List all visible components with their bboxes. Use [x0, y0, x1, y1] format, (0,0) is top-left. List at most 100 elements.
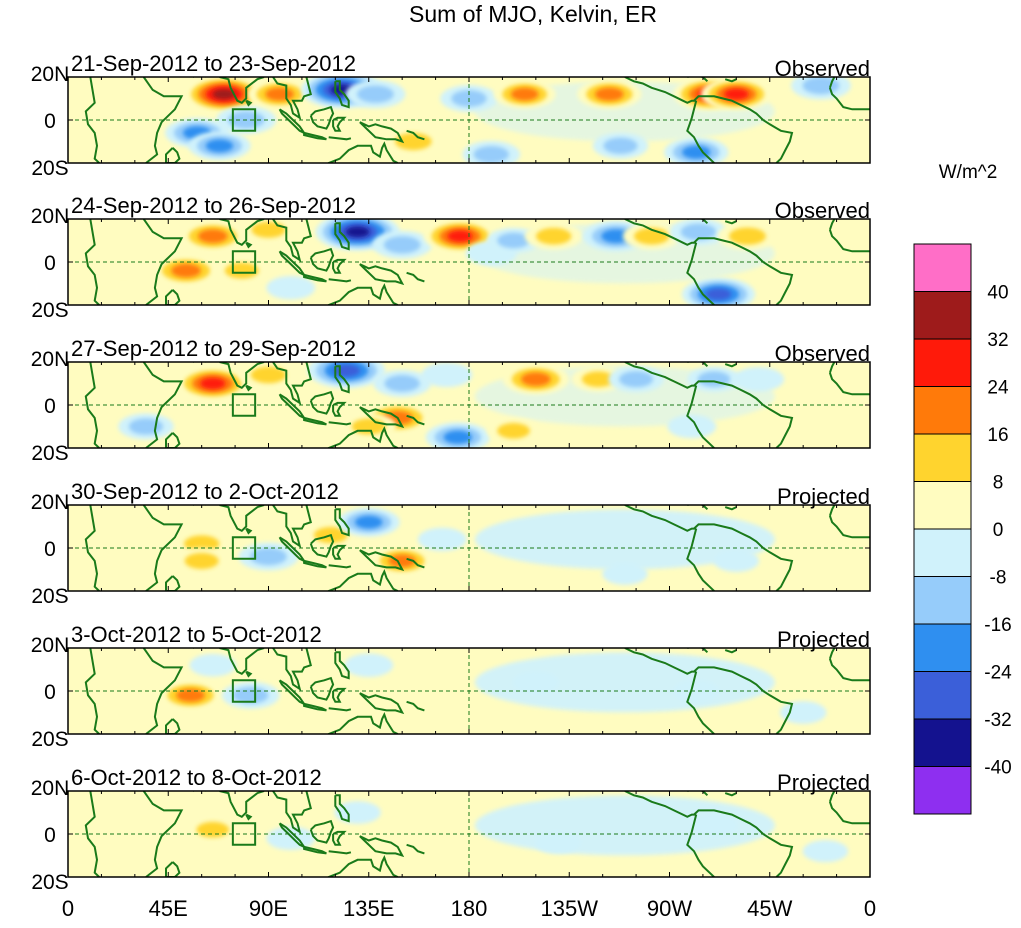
coastline [359, 835, 405, 858]
contour-level [421, 362, 473, 388]
coastline [828, 229, 870, 253]
panel-kind-label: Projected [777, 770, 870, 795]
coastline [624, 77, 697, 104]
coastlines [84, 77, 870, 163]
contour-level [224, 262, 259, 279]
coastline [303, 416, 327, 426]
contour-level [401, 272, 448, 295]
coastline [693, 380, 794, 448]
colorbar-label: -32 [984, 710, 1011, 731]
contour-level [521, 372, 551, 386]
coastline [332, 687, 347, 703]
contour-blob [173, 547, 230, 574]
coastline [165, 147, 181, 163]
contour-level [107, 82, 154, 106]
coastline [84, 648, 100, 734]
contour-level [266, 826, 316, 851]
coastline [828, 87, 870, 111]
coastline [142, 362, 184, 448]
contour-level [384, 375, 420, 392]
y-tick-label: 20N [31, 205, 70, 228]
colorbar-swatch [913, 338, 972, 387]
y-tick-label: 0 [44, 110, 56, 133]
y-tick-label: 0 [44, 538, 56, 561]
coastline [687, 77, 709, 83]
coastline [687, 791, 709, 797]
contour-blob [700, 78, 772, 111]
contour-blob [577, 79, 642, 110]
contour-level [602, 562, 648, 585]
colorbar: W/m^2 40 32 24 16 8 0 -8 -16 -24 -32 -40 [913, 162, 1012, 815]
contour-blob [176, 366, 250, 401]
contour-blob [152, 255, 220, 286]
region-box [231, 393, 257, 417]
panel-kind-label: Observed [775, 341, 870, 366]
contour-level [779, 701, 827, 724]
coastline [219, 505, 265, 533]
panel-date-label: 24-Sep-2012 to 26-Sep-2012 [71, 193, 356, 218]
coastline [724, 78, 737, 83]
contour-level [200, 377, 226, 390]
contour-level [672, 679, 720, 703]
panel-field [107, 77, 851, 163]
contour-level [189, 653, 237, 677]
contour-level [497, 423, 530, 439]
coastline [332, 258, 347, 274]
y-tick-label: 20N [31, 777, 70, 800]
colorbar-swatch [913, 671, 972, 720]
contour-blob [107, 82, 154, 106]
contour-level [802, 840, 849, 863]
coastlines [84, 362, 870, 448]
coastline [142, 505, 184, 591]
coastline [165, 861, 181, 877]
coastline [309, 390, 335, 415]
contour-blob [462, 140, 521, 163]
coastline [828, 801, 870, 825]
x-tick-label: 45E [149, 896, 188, 921]
contour-blob [239, 362, 298, 389]
y-tick-label: 0 [44, 824, 56, 847]
colorbar-label: 0 [993, 520, 1004, 541]
coastline [828, 648, 836, 660]
contour-level [250, 548, 287, 566]
coastline [334, 508, 350, 537]
contour-blob [184, 77, 264, 113]
contour-level [535, 227, 572, 245]
panel: 20N 0 20S 30-Sep-2012 to 2-Oct-2012 Projecte… [31, 479, 871, 608]
contour-level [357, 85, 394, 103]
x-axis: 0 45E 90E 135E 180 135W 90W 45W 0 [62, 896, 876, 921]
colorbar-label: -16 [984, 615, 1011, 636]
coastline [142, 791, 184, 877]
colorbar-swatch [913, 291, 972, 340]
coastline [165, 718, 181, 734]
coastline [334, 651, 350, 680]
contour-level [534, 831, 582, 854]
coastline [328, 564, 352, 569]
contour-blob [791, 77, 851, 100]
contour-blob [337, 507, 400, 537]
contour-level [78, 367, 125, 391]
coastline [165, 432, 181, 448]
coastline [219, 77, 265, 104]
chart-title: Sum of MJO, Kelvin, ER [409, 1, 657, 27]
contour-blob [372, 230, 433, 259]
contour-level [176, 688, 205, 702]
coastline [328, 136, 352, 141]
coastline [272, 362, 313, 406]
panel-kind-label: Observed [775, 56, 870, 81]
coastline [303, 131, 327, 141]
y-tick-label: 20S [31, 871, 68, 894]
colorbar-label: 32 [987, 330, 1008, 351]
coastline [219, 648, 265, 676]
region-box [231, 679, 257, 703]
coastline [406, 557, 425, 569]
contour-blob [493, 79, 556, 109]
x-tick-label: 0 [864, 896, 876, 921]
colorbar-swatch [913, 718, 972, 767]
x-tick-label: 0 [62, 896, 74, 921]
coastline [332, 544, 347, 560]
coastline [359, 692, 405, 715]
contour-level [473, 146, 510, 163]
coastline [272, 648, 313, 692]
coastlines [84, 648, 870, 734]
